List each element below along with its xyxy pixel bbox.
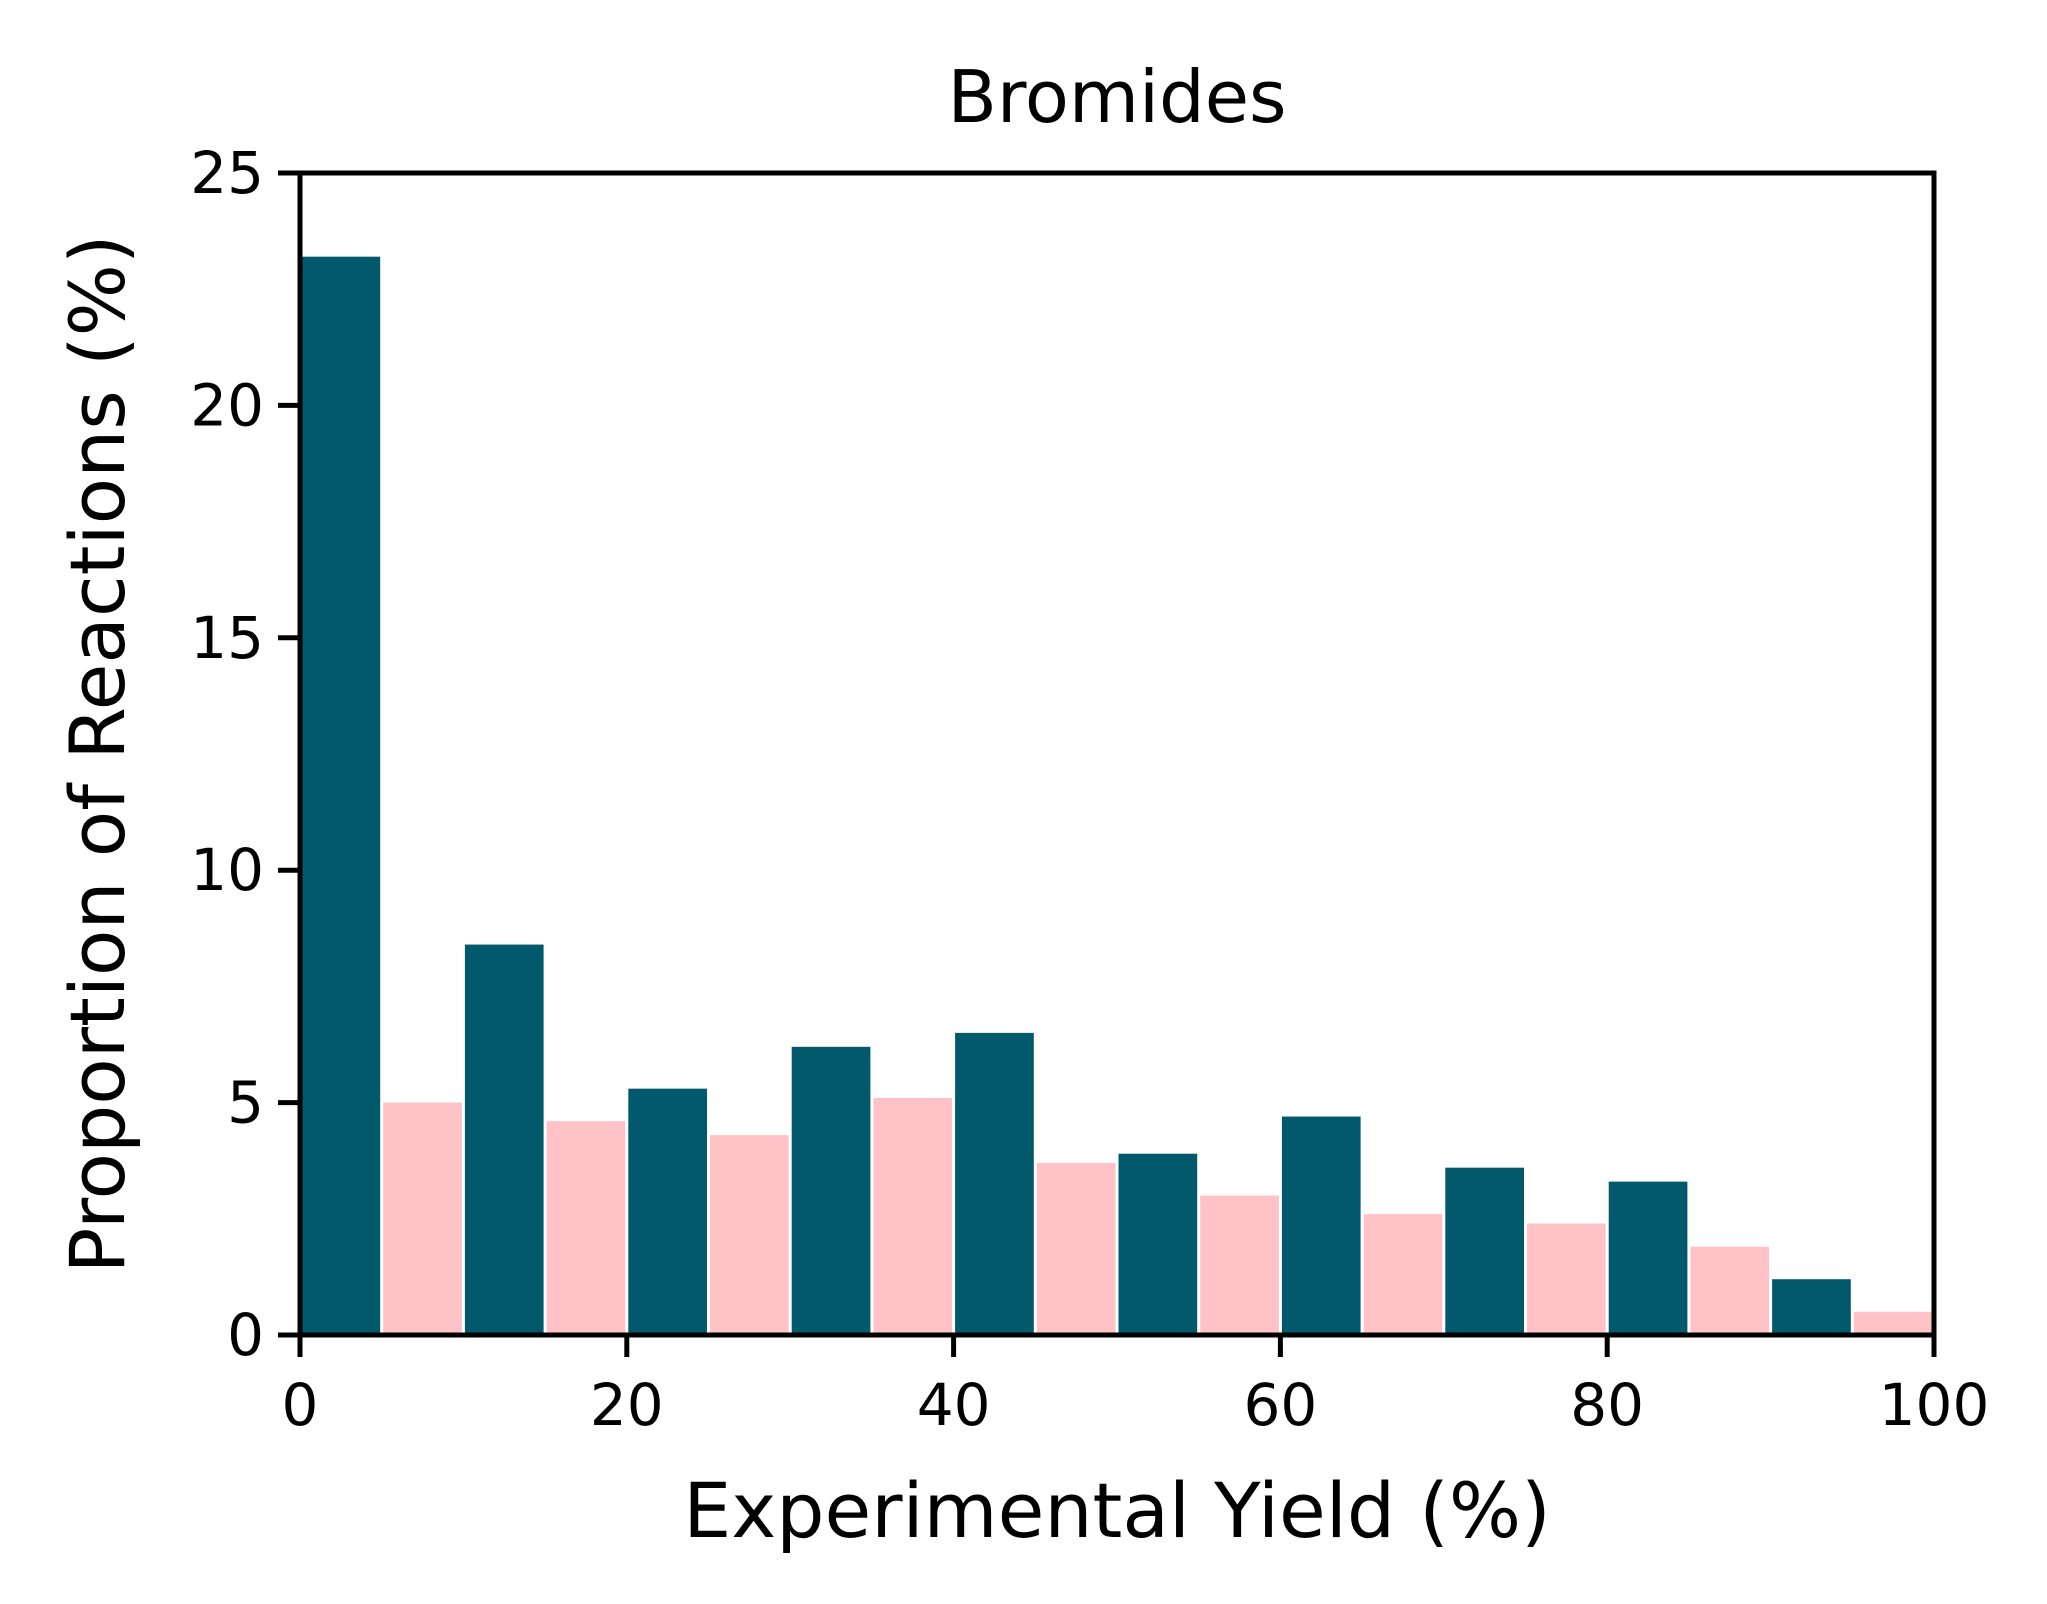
bar-series-1-bin-70 <box>1445 1167 1524 1335</box>
x-tick-label: 20 <box>590 1371 664 1439</box>
plot-frame <box>297 170 1937 1338</box>
bar-series-1-bin-30 <box>791 1046 871 1335</box>
bar-series-1-bin-0 <box>301 256 381 1335</box>
bar-series-2-bin-5 <box>383 1102 462 1335</box>
y-tick-label: 0 <box>227 1301 264 1369</box>
y-tick-label: 15 <box>190 604 264 672</box>
bar-series-1-bin-60 <box>1281 1116 1361 1335</box>
x-axis-label: Experimental Yield (%) <box>683 1466 1551 1555</box>
y-tick-label: 5 <box>227 1069 264 1137</box>
x-tick-label: 100 <box>1879 1371 1990 1439</box>
bar-series-2-bin-55 <box>1200 1195 1279 1335</box>
y-tick-label: 10 <box>190 836 264 904</box>
bar-series-2-bin-35 <box>873 1097 953 1335</box>
x-tick-label: 0 <box>282 1371 319 1439</box>
x-tick-label: 40 <box>917 1371 991 1439</box>
bar-series-2-bin-65 <box>1363 1214 1443 1335</box>
bar-series-2-bin-75 <box>1527 1223 1606 1335</box>
y-axis-ticks: 0 5 10 15 20 25 <box>190 139 300 1369</box>
x-tick-label: 80 <box>1570 1371 1644 1439</box>
bar-series-2-bin-25 <box>710 1135 789 1335</box>
bar-series-2-bin-95 <box>1853 1311 1933 1335</box>
bar-series-2-bin-15 <box>546 1121 626 1335</box>
bar-series-1-bin-10 <box>464 944 544 1335</box>
bar-series-1-bin-50 <box>1118 1153 1198 1335</box>
y-tick-label: 25 <box>190 139 264 207</box>
bar-series-1-bin-90 <box>1772 1279 1851 1335</box>
y-tick-label: 20 <box>190 371 264 439</box>
bar-series-1-bin-80 <box>1608 1181 1688 1335</box>
chart-title: Bromides <box>947 55 1286 139</box>
x-tick-label: 60 <box>1243 1371 1317 1439</box>
y-axis-label: Proportion of Reactions (%) <box>53 234 142 1273</box>
x-axis-ticks: 0 20 40 60 80 100 <box>282 1335 1990 1439</box>
bar-series-2-bin-45 <box>1036 1163 1116 1335</box>
bar-series-1-bin-20 <box>628 1088 707 1335</box>
bar-series-1-bin-40 <box>955 1032 1034 1335</box>
bars-layer <box>301 256 1933 1335</box>
bar-series-2-bin-85 <box>1690 1246 1770 1335</box>
